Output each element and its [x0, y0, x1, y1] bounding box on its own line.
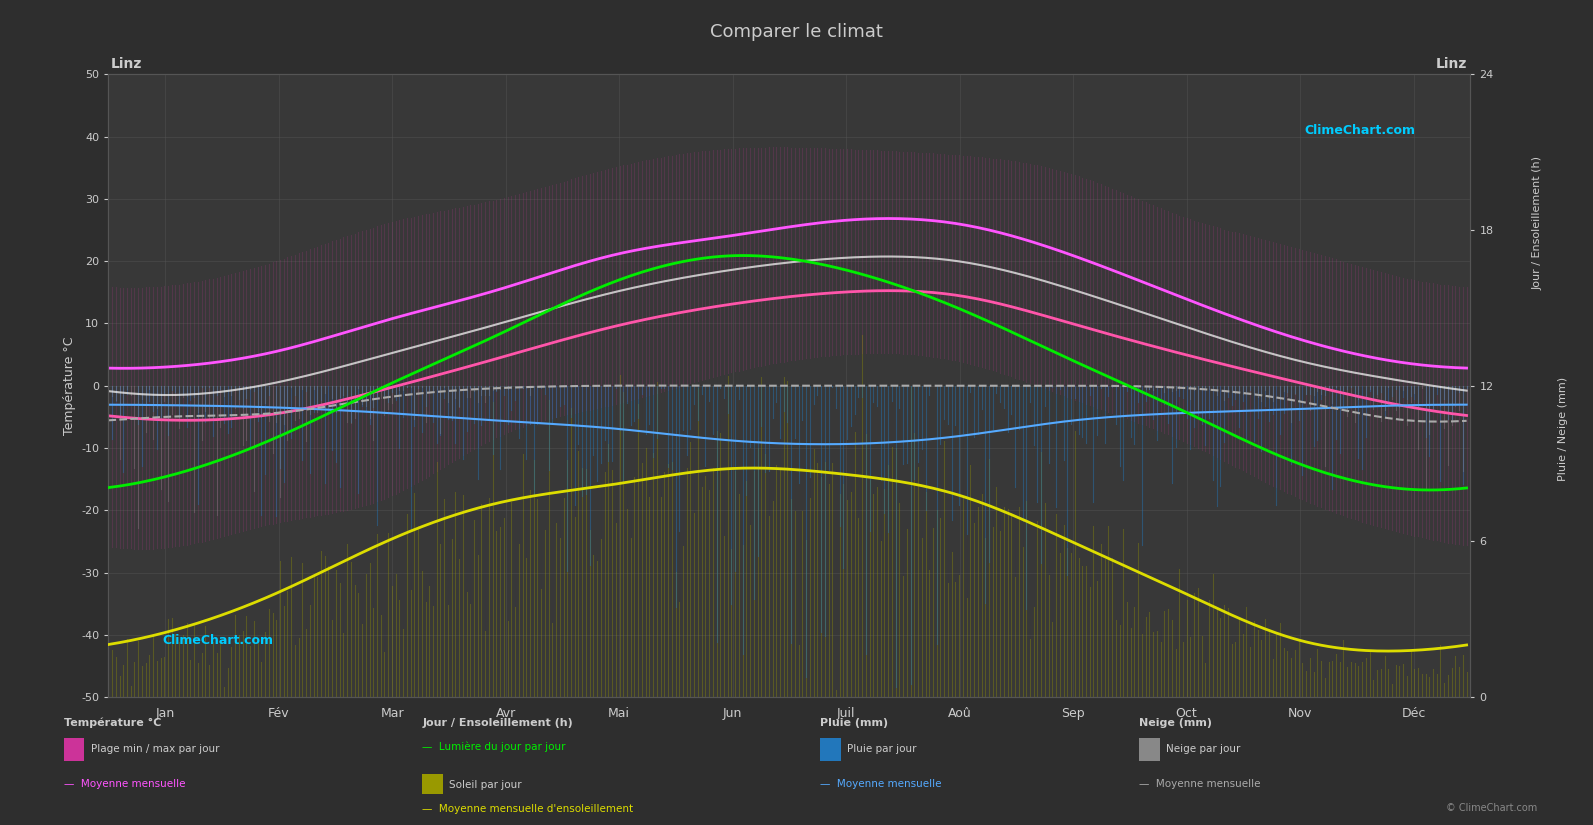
Text: Soleil par jour: Soleil par jour [449, 780, 523, 790]
Text: Linz: Linz [112, 57, 142, 71]
Text: Comparer le climat: Comparer le climat [710, 23, 883, 41]
Text: © ClimeChart.com: © ClimeChart.com [1446, 803, 1537, 813]
Text: —  Lumière du jour par jour: — Lumière du jour par jour [422, 742, 566, 752]
Text: —  Moyenne mensuelle: — Moyenne mensuelle [1139, 779, 1260, 789]
Text: Neige par jour: Neige par jour [1166, 744, 1241, 754]
Text: Linz: Linz [1437, 57, 1467, 71]
Text: Pluie par jour: Pluie par jour [847, 744, 918, 754]
Text: —  Moyenne mensuelle: — Moyenne mensuelle [820, 779, 941, 789]
Text: Jour / Ensoleillement (h): Jour / Ensoleillement (h) [1532, 156, 1542, 290]
Text: ClimeChart.com: ClimeChart.com [1305, 124, 1416, 137]
Text: —  Moyenne mensuelle d'ensoleillement: — Moyenne mensuelle d'ensoleillement [422, 804, 634, 813]
Text: Pluie / Neige (mm): Pluie / Neige (mm) [1558, 377, 1568, 481]
Text: —  Moyenne mensuelle: — Moyenne mensuelle [64, 779, 185, 789]
Text: Neige (mm): Neige (mm) [1139, 718, 1212, 728]
Text: Pluie (mm): Pluie (mm) [820, 718, 889, 728]
Text: Jour / Ensoleillement (h): Jour / Ensoleillement (h) [422, 718, 573, 728]
Text: Température °C: Température °C [64, 718, 161, 728]
Y-axis label: Température °C: Température °C [62, 337, 75, 435]
Text: ClimeChart.com: ClimeChart.com [162, 634, 274, 648]
Text: Plage min / max par jour: Plage min / max par jour [91, 744, 220, 754]
